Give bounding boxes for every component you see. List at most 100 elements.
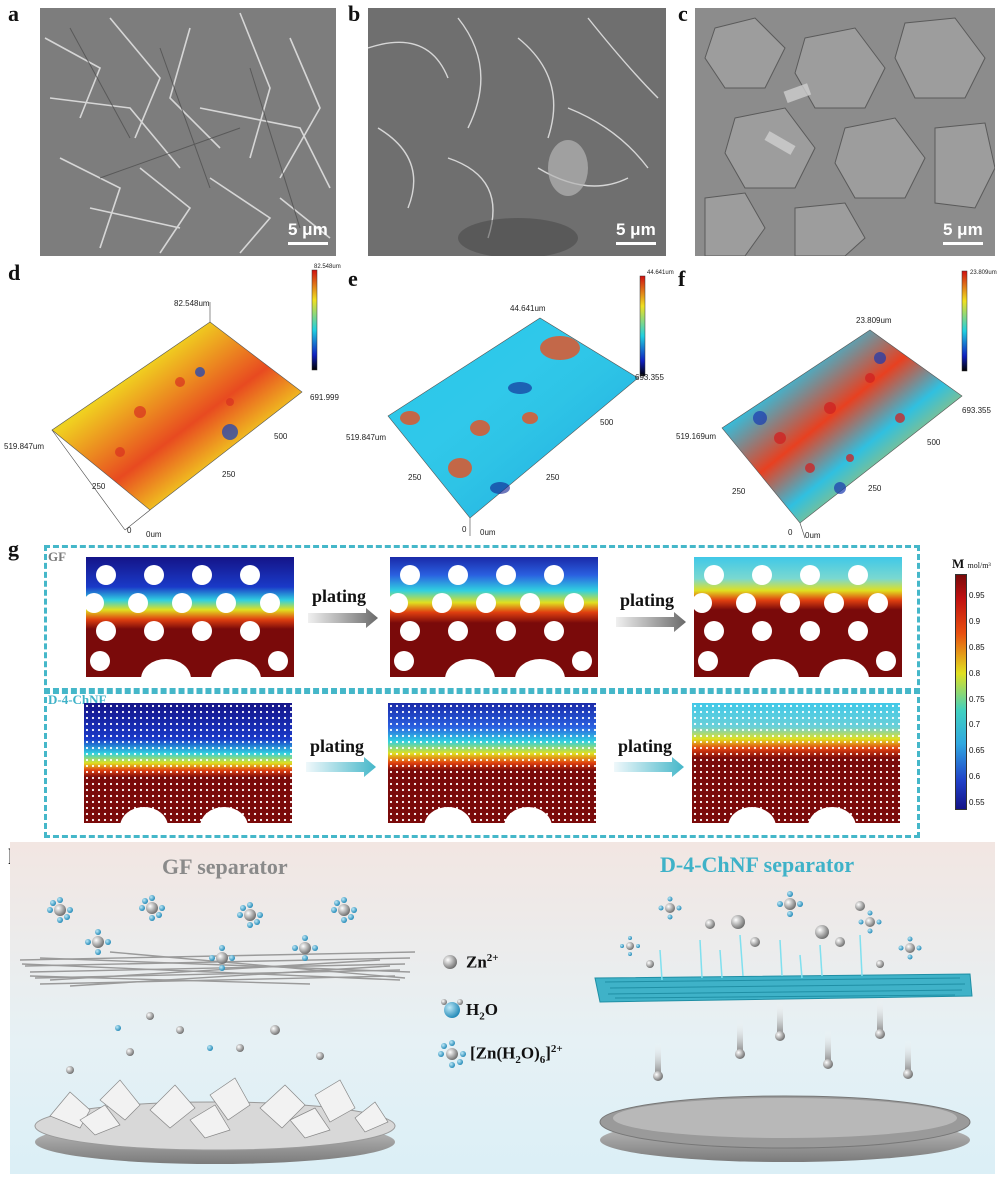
- legend-zn-charge: 2+: [486, 952, 499, 964]
- height-colorbar: [311, 269, 318, 371]
- sem-flake-texture-a: [40, 8, 336, 256]
- scale-bar-a: 5 μm: [288, 220, 328, 245]
- peak-height-f: 23.809um: [856, 316, 892, 325]
- legend-icons: [438, 955, 466, 1068]
- x-250-d: 250: [222, 470, 236, 479]
- scale-bar-label: 5 μm: [616, 220, 656, 239]
- colorbar-tick-label: 0.8: [969, 668, 981, 678]
- colorbar-tick-label: 0.85: [969, 642, 985, 652]
- chnf-solvated-ions: [620, 891, 922, 968]
- legend-complex-a: [Zn(H: [470, 1043, 516, 1063]
- zn-ion-icon: [443, 955, 457, 969]
- chnf-fiber-mat: [594, 934, 973, 1003]
- legend-h2o-sub: 2: [479, 1010, 485, 1023]
- x-250-e: 250: [546, 473, 560, 482]
- zero-um-d: 0um: [146, 530, 162, 539]
- height-colorbar: [961, 270, 968, 372]
- colorbar-title: M mol/m³: [952, 556, 991, 572]
- scale-bar-line: [616, 242, 656, 245]
- legend-zn-label: Zn: [466, 952, 487, 972]
- panel-label-d: d: [8, 260, 21, 285]
- colorbar-unit: mol/m³: [967, 561, 991, 570]
- x-end-e: 693.355: [635, 373, 664, 382]
- x-mid-f: 500: [927, 438, 941, 447]
- legend-zn: Zn2+: [466, 952, 499, 973]
- chnf-sim-frame-3: [692, 703, 900, 823]
- colorbar-tick-label: 0.75: [969, 694, 985, 704]
- gf-row-label: GF: [48, 549, 67, 564]
- scale-bar-label: 5 μm: [288, 220, 328, 239]
- legend-h2o-o: O: [484, 1000, 498, 1019]
- colorbar-top-d: 82.548um: [314, 264, 341, 270]
- plating-label-gf-2: plating: [620, 590, 675, 610]
- chnf-separator-title: D-4-ChNF separator: [660, 852, 855, 877]
- peak-height-d: 82.548um: [174, 299, 210, 308]
- sem-image-b: 5 μm: [368, 8, 666, 256]
- gf-sim-frame-2: [390, 557, 598, 677]
- plating-arrow-chnf-2: [614, 757, 684, 777]
- legend-complex-sub2: 6: [539, 1054, 546, 1067]
- chnf-ion-flux: [653, 1000, 913, 1081]
- zero-f: 0: [788, 528, 793, 537]
- colorbar-top-f: 23.809um: [970, 270, 997, 276]
- legend-h2o: H2O: [466, 1000, 498, 1022]
- scale-bar-b: 5 μm: [616, 220, 656, 245]
- plating-arrow-gf-1: [308, 608, 378, 628]
- zero-e: 0: [462, 525, 467, 534]
- scale-bar-line: [288, 242, 328, 245]
- colorbar-tick-label: 0.55: [969, 798, 985, 807]
- topography-e: [387, 275, 646, 536]
- sem-flake-texture-b: [368, 8, 666, 256]
- surface-map: [721, 329, 963, 524]
- scale-bar-c: 5 μm: [943, 220, 983, 245]
- legend-complex: [Zn(H2O)6]2+: [470, 1043, 563, 1066]
- topography-f: [721, 270, 968, 539]
- scale-bar-label: 5 μm: [943, 220, 983, 239]
- colorbar-tick-label: 0.95: [969, 591, 985, 600]
- x-end-d: 691.999: [310, 393, 339, 402]
- panel-label-a: a: [8, 1, 19, 26]
- chnf-simulation-box: [44, 688, 920, 838]
- chnf-zinc-anode: [599, 1095, 971, 1162]
- plating-label-chnf-1: plating: [310, 736, 365, 756]
- legend-complex-c: ]: [545, 1043, 551, 1063]
- legend-h2o-h: H: [466, 1000, 480, 1019]
- panel-label-b: b: [348, 1, 361, 26]
- schematic-illustration: [19, 891, 973, 1164]
- colorbar-tick-label: 0.7: [969, 720, 981, 730]
- gf-simulation-box: [44, 545, 920, 694]
- y-250-d: 250: [92, 482, 106, 491]
- x-mid-d: 500: [274, 432, 288, 441]
- topography-d: [51, 269, 318, 531]
- panel-label-e: e: [348, 266, 358, 291]
- panel-label-c: c: [678, 1, 688, 26]
- x-end-f: 693.355: [962, 406, 991, 415]
- colorbar-tick-label: 0.6: [969, 772, 981, 782]
- gf-ions-below: [66, 1012, 324, 1074]
- zero-um-f: 0um: [805, 531, 821, 540]
- colorbar-title-symbol: M: [952, 556, 965, 571]
- sem-hexagon-texture-c: [695, 8, 995, 256]
- legend-complex-sub1: 2: [515, 1054, 521, 1067]
- y-end-d: 519.847um: [4, 442, 45, 451]
- plating-arrow-gf-2: [616, 612, 686, 632]
- panel-label-f: f: [678, 266, 686, 291]
- legend-complex-charge: 2+: [550, 1043, 563, 1055]
- solvated-zn-icon: [438, 1040, 466, 1068]
- scale-bar-line: [943, 242, 983, 245]
- colorbar-tick-label: 0.65: [969, 746, 985, 756]
- chnf-sim-frame-2: [388, 703, 596, 823]
- plating-arrow-chnf-1: [306, 757, 376, 777]
- gf-zinc-anode: [34, 1077, 396, 1164]
- y-250-f: 250: [732, 487, 746, 496]
- zero-d: 0: [127, 526, 132, 535]
- y-250-e: 250: [408, 473, 422, 482]
- y-end-e: 519.847um: [346, 433, 387, 442]
- x-250-f: 250: [868, 484, 882, 493]
- surface-map: [51, 321, 303, 511]
- plating-label-chnf-2: plating: [618, 736, 673, 756]
- colorbar-tick-label: 0.9: [969, 616, 981, 626]
- gf-sim-frame-3: [694, 557, 902, 677]
- gf-solvated-ions: [47, 895, 357, 971]
- sem-image-c: 5 μm: [695, 8, 995, 256]
